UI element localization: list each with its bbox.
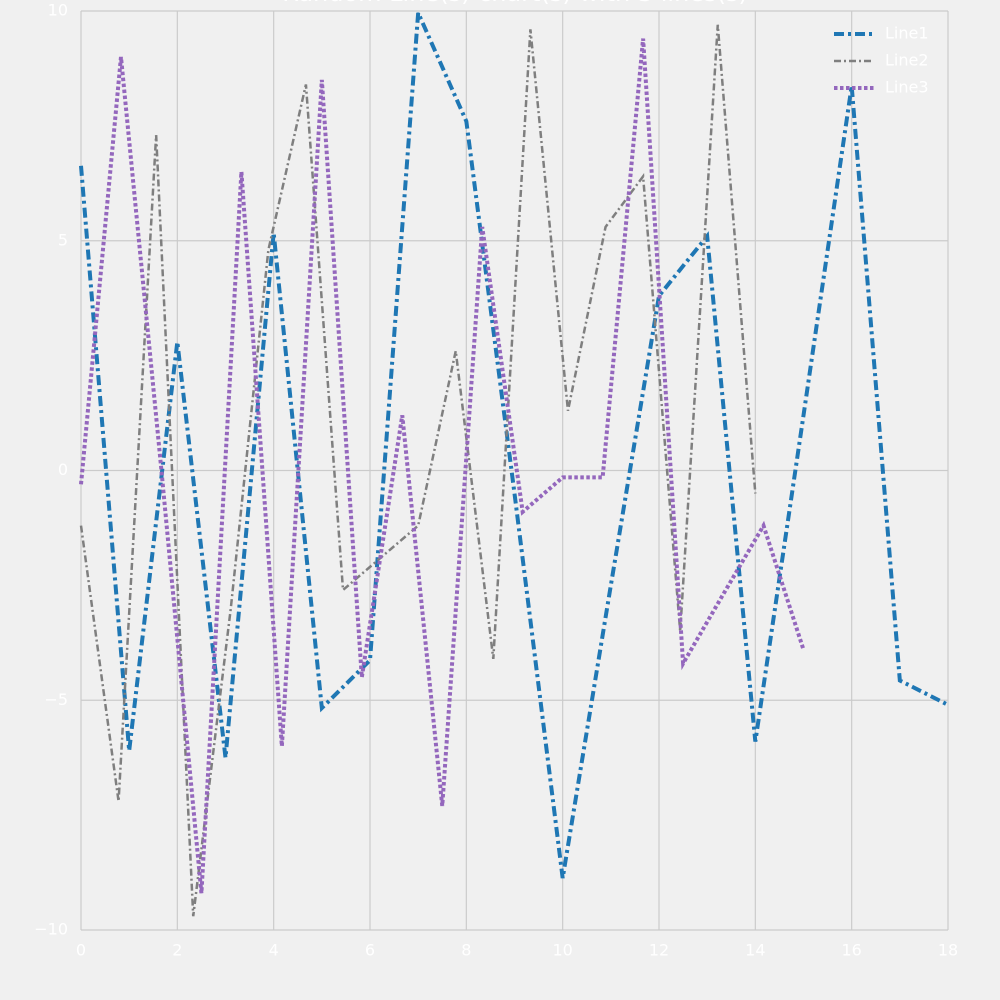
x-tick-label: 6 [365,941,375,960]
x-tick-label: 2 [172,941,182,960]
x-tick-label: 14 [745,941,765,960]
x-tick-label: 0 [76,941,86,960]
y-tick-label: 5 [58,230,68,249]
line-series [79,12,949,879]
y-tick-label: −5 [44,690,68,709]
line-series [79,24,757,917]
line-series [79,38,806,894]
x-tick-label: 12 [649,941,669,960]
x-tick-label: 4 [269,941,279,960]
legend-label: Line2 [885,51,929,70]
legend-label: Line1 [885,24,929,43]
x-tick-label: 10 [552,941,572,960]
x-tick-label: 8 [461,941,471,960]
x-tick-label: 16 [841,941,861,960]
y-tick-label: 0 [58,460,68,479]
chart-title: Random Line(s) chart(s) with 3 lines(s) [282,0,748,7]
legend-label: Line3 [885,78,929,97]
x-tick-label: 18 [938,941,958,960]
y-tick-label: −10 [34,920,68,939]
y-tick-label: 10 [48,1,68,20]
